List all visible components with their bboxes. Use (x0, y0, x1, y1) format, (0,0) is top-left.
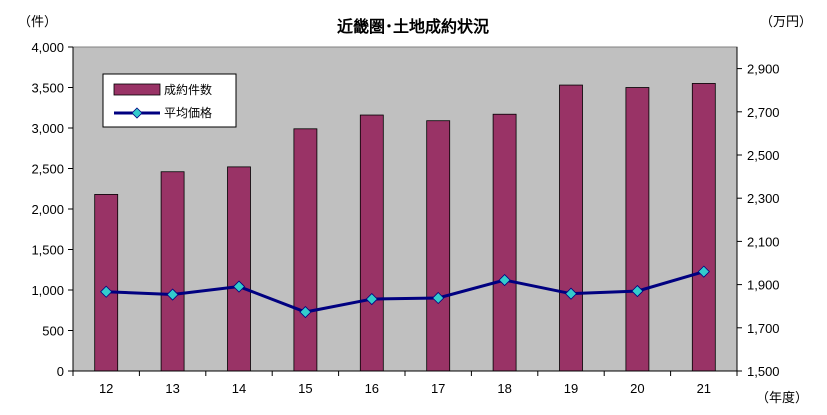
price-point-21 (697, 265, 710, 278)
x-tick-label: 16 (365, 381, 379, 396)
legend-line-marker (131, 107, 143, 119)
y-left-tick-label: 4,000 (31, 40, 64, 55)
y-left-tick-label: 2,000 (31, 202, 64, 217)
price-point-14 (232, 280, 246, 293)
x-tick-label: 14 (232, 381, 246, 396)
y-right-tick-label: 1,900 (747, 278, 780, 293)
y-right-tick-label: 1,700 (747, 321, 780, 336)
legend-bar-swatch (113, 83, 161, 96)
legend: 成約件数 平均価格 (102, 73, 237, 128)
bar-20 (625, 87, 650, 372)
legend-line-label: 平均価格 (164, 105, 212, 120)
bar-14 (227, 166, 251, 372)
bar-series (94, 83, 716, 372)
x-tick-label: 21 (697, 381, 711, 396)
y-right-unit-label: （万円） (760, 15, 812, 30)
y-right-tick-label: 2,900 (747, 62, 780, 77)
y-right-tick-label: 2,500 (747, 148, 780, 163)
x-tick-label: 20 (630, 381, 644, 396)
axes: 0 500 1,000 1,500 2,000 2,500 3,000 3,500 4,000 1… (31, 40, 779, 396)
price-point-20 (631, 285, 644, 298)
y-left-tick-label: 0 (57, 364, 64, 379)
bar-17 (426, 120, 451, 372)
x-axis-label: （年度） (756, 390, 808, 406)
bar-18 (492, 113, 517, 372)
legend-bar-label: 成約件数 (164, 82, 212, 97)
y-right-tick-label: 2,700 (747, 105, 780, 120)
y-left-tick-label: 1,000 (31, 283, 64, 298)
bar-19 (559, 84, 583, 372)
x-tick-label: 13 (165, 381, 179, 396)
x-tick-label: 19 (564, 381, 578, 396)
y-right-tick-label: 1,500 (747, 364, 780, 379)
chart-title: 近畿圏･土地成約状況 (337, 17, 489, 36)
price-point-16 (365, 293, 378, 306)
y-left-tick-label: 3,500 (31, 81, 64, 96)
price-line (106, 270, 705, 314)
y-right-tick-label: 2,300 (747, 191, 780, 206)
y-left-unit-label: （件） (18, 15, 57, 30)
bar-12 (94, 194, 119, 372)
y-left-tick-label: 500 (42, 324, 64, 339)
x-tick-label: 15 (298, 381, 312, 396)
price-point-12 (100, 285, 113, 298)
x-tick-label: 18 (497, 381, 511, 396)
price-point-17 (432, 291, 445, 305)
line-series (100, 265, 710, 319)
x-tick-label: 17 (431, 381, 445, 396)
y-right-tick-label: 2,100 (747, 234, 780, 249)
y-left-tick-label: 3,000 (31, 121, 64, 136)
bar-15 (293, 128, 318, 372)
y-left-tick-label: 1,500 (31, 243, 64, 258)
y-left-tick-label: 2,500 (31, 162, 64, 177)
price-point-13 (166, 288, 179, 301)
bar-16 (359, 114, 384, 372)
x-tick-label: 12 (99, 381, 113, 396)
price-point-19 (564, 287, 578, 300)
bar-13 (160, 171, 185, 372)
price-point-18 (498, 273, 511, 287)
bar-21 (691, 83, 716, 372)
price-point-15 (299, 305, 312, 319)
